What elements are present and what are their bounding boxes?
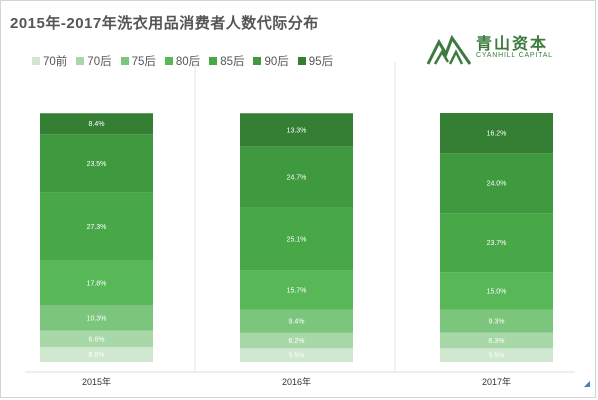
legend-label: 70前 — [43, 56, 68, 68]
legend-item: 85后 — [209, 53, 244, 69]
bar-segment — [240, 113, 353, 147]
data-label: 16.2% — [487, 131, 507, 138]
legend: 70前 70后 75后 80后 85后 90后 95后 — [32, 53, 333, 69]
mountain-icon — [426, 34, 472, 65]
data-label: 5.5% — [489, 353, 505, 360]
data-label: 5.5% — [289, 353, 305, 360]
data-label: 23.5% — [87, 161, 107, 168]
legend-swatch — [76, 57, 85, 65]
legend-item: 80后 — [164, 53, 201, 69]
data-label: 8.4% — [89, 121, 105, 128]
logo-subtitle: CYANHILL CAPITAL — [476, 52, 553, 59]
legend-label: 75后 — [131, 56, 156, 68]
data-label: 9.3% — [489, 319, 505, 326]
bar-segment — [240, 332, 353, 349]
legend-swatch — [297, 57, 306, 65]
data-label: 24.7% — [287, 175, 307, 182]
bar-segment — [440, 153, 553, 214]
bar-segment — [440, 309, 553, 333]
legend-swatch — [209, 57, 218, 65]
data-label: 25.1% — [287, 237, 307, 244]
data-label: 15.0% — [487, 288, 507, 295]
legend-item: 70前 — [32, 53, 67, 69]
bar-segment — [40, 134, 153, 193]
bar-segment — [40, 192, 153, 261]
bar-segment — [240, 309, 353, 333]
data-label: 17.8% — [87, 280, 107, 287]
data-label: 15.7% — [287, 287, 307, 294]
bar-segment — [40, 260, 153, 305]
data-label: 6.3% — [489, 338, 505, 345]
category-label: 2016年 — [282, 376, 311, 387]
data-label: 27.3% — [87, 224, 107, 231]
data-label: 10.3% — [87, 315, 107, 322]
bar-segment — [40, 304, 153, 331]
bar-segment — [240, 270, 353, 310]
data-label: 24.0% — [487, 181, 507, 188]
chart-title: 2015年-2017年洗衣用品消费者人数代际分布 — [10, 15, 319, 32]
legend-label: 80后 — [175, 56, 201, 68]
legend-swatch — [164, 57, 173, 65]
bar-segment — [440, 272, 553, 310]
bar-segment — [240, 146, 353, 208]
legend-item: 95后 — [297, 53, 334, 69]
legend-swatch — [120, 57, 129, 65]
data-label: 6.2% — [289, 338, 305, 345]
resize-icon: ◢ — [583, 379, 590, 388]
legend-label: 85后 — [220, 56, 245, 68]
legend-item: 75后 — [120, 53, 156, 69]
legend-swatch — [253, 57, 262, 65]
data-label: 6.6% — [89, 336, 105, 343]
data-label: 13.3% — [287, 127, 307, 134]
bar-segment — [440, 348, 553, 362]
bar-segment — [240, 207, 353, 271]
bar-segment — [440, 113, 553, 154]
category-label: 2017年 — [482, 376, 511, 387]
bar-segment — [440, 332, 553, 349]
bar-segment — [40, 347, 153, 362]
category-label: 2015年 — [82, 376, 111, 387]
legend-item: 70后 — [76, 53, 112, 69]
legend-label: 95后 — [308, 56, 334, 68]
brand-logo: 青山资本 CYANHILL CAPITAL — [426, 30, 586, 70]
legend-item: 90后 — [253, 53, 289, 69]
legend-label: 70后 — [87, 56, 112, 68]
legend-label: 90后 — [264, 56, 289, 68]
logo-name: 青山资本 — [476, 34, 549, 53]
legend-swatch — [32, 57, 40, 65]
data-label: 9.4% — [289, 319, 305, 326]
data-label: 23.7% — [487, 240, 507, 247]
data-label: 6.0% — [89, 352, 105, 359]
bar-segment — [40, 330, 153, 348]
bar-segment — [240, 348, 353, 362]
bar-segment — [440, 213, 553, 273]
bar-segment — [40, 113, 153, 135]
